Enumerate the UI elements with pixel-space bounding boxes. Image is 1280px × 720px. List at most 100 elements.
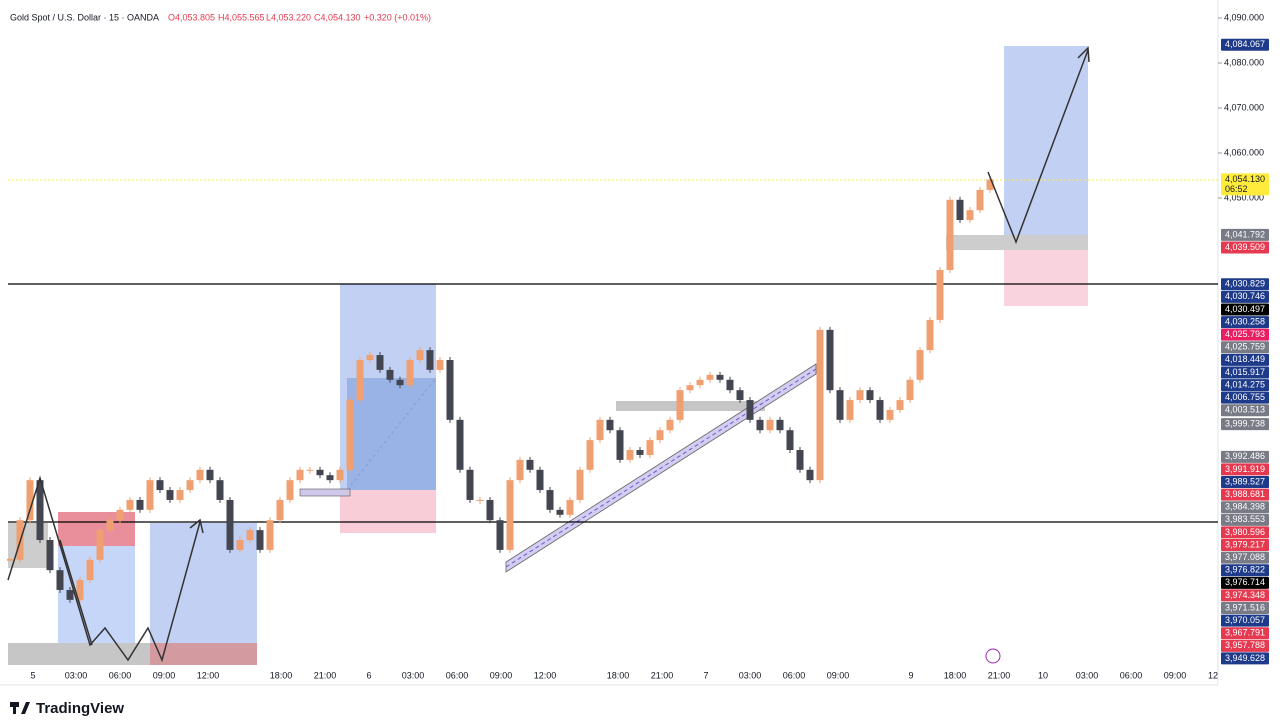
candle (546, 490, 554, 510)
price-tag-label: 4,039.509 (1225, 242, 1265, 252)
price-tag-label: 3,976.714 (1225, 577, 1265, 587)
x-tick-label: 12 (1208, 670, 1218, 680)
candle (126, 499, 134, 510)
candle (116, 509, 124, 521)
candle (716, 374, 724, 380)
candle (136, 499, 144, 510)
stop-zone (340, 490, 436, 533)
zigzag (59, 539, 93, 646)
candle (906, 379, 914, 401)
x-tick-label: 06:00 (109, 670, 132, 680)
candle (956, 199, 964, 221)
candle (326, 475, 334, 481)
candle (356, 360, 364, 401)
candle (186, 480, 194, 491)
candle (66, 589, 74, 600)
candle (266, 520, 274, 550)
candle (526, 459, 534, 470)
candle (436, 360, 444, 370)
arrow-head (1077, 46, 1090, 63)
candle (416, 350, 424, 360)
price-tag-label: 4,025.793 (1225, 329, 1265, 339)
candle (556, 509, 564, 515)
channel-mid (505, 368, 817, 568)
price-tag (1221, 551, 1269, 564)
price-tag-label: 4,030.829 (1225, 279, 1265, 289)
candle (96, 530, 104, 560)
ohlc-change: +0.320 (+0.01%) (364, 12, 431, 22)
countdown: 06:52 (1225, 184, 1248, 194)
candle (936, 270, 944, 320)
price-tag-label: 3,999.738 (1225, 419, 1265, 429)
candle (246, 530, 254, 540)
price-tag-label: 3,980.596 (1225, 527, 1265, 537)
candle (406, 360, 414, 386)
candle (606, 419, 614, 431)
price-tag (1221, 38, 1269, 51)
candle (76, 580, 84, 600)
price-tag-label: 3,977.088 (1225, 552, 1265, 562)
candle (856, 390, 864, 401)
candle (626, 450, 634, 460)
candle (36, 480, 44, 540)
price-tag (1221, 564, 1269, 577)
price-tag (1221, 379, 1269, 392)
candle (666, 419, 674, 431)
price-tag (1221, 290, 1269, 303)
x-tick-label: 10 (1038, 670, 1048, 680)
price-tag-label: 3,974.348 (1225, 590, 1265, 600)
price-tag-label: 3,991.919 (1225, 464, 1265, 474)
candle (946, 199, 954, 270)
candle (646, 440, 654, 455)
price-tag-label: 4,006.755 (1225, 392, 1265, 402)
symbol: Gold Spot / U.S. Dollar · 15 · OANDA (10, 12, 159, 22)
x-tick-label: 09:00 (153, 670, 176, 680)
candle (56, 570, 64, 590)
candle (366, 355, 374, 360)
price-tag-label: 4,003.513 (1225, 405, 1265, 415)
candle (976, 189, 984, 211)
zigzag (7, 475, 201, 663)
x-tick-label: 09:00 (827, 670, 850, 680)
x-tick-label: 12:00 (197, 670, 220, 680)
price-tag-label: 3,983.553 (1225, 514, 1265, 524)
candle (986, 179, 994, 190)
candle (566, 499, 574, 515)
ohlc-open: O4,053.805 (168, 12, 215, 22)
candle (376, 355, 384, 370)
price-tag (1221, 463, 1269, 476)
price-tag-label: 3,970.057 (1225, 615, 1265, 625)
x-tick-label: 06:00 (783, 670, 806, 680)
arrows (7, 46, 1090, 663)
price-tag (1221, 418, 1269, 431)
price-tag (1221, 450, 1269, 463)
event-icon[interactable] (985, 648, 1001, 664)
candle (156, 480, 164, 491)
candle (886, 409, 894, 420)
price-tag (1221, 501, 1269, 514)
candle (806, 469, 814, 481)
candle (296, 469, 304, 481)
price-tag (1221, 328, 1269, 341)
ohlc-close: C4,054.130 (314, 12, 361, 22)
supply-zone (616, 401, 765, 411)
price-tag-label: 4,030.258 (1225, 316, 1265, 326)
price-tag-label: 4,030.497 (1225, 304, 1265, 314)
price-tag (1221, 627, 1269, 640)
x-tick-label: 03:00 (65, 670, 88, 680)
x-tick-label: 21:00 (651, 670, 674, 680)
candle (756, 419, 764, 431)
x-tick-label: 7 (703, 670, 708, 680)
price-tag-label: 4,025.759 (1225, 342, 1265, 352)
price-tag (1221, 576, 1269, 589)
candle (706, 374, 714, 380)
price-tag (1221, 404, 1269, 417)
candle (446, 360, 454, 420)
price-tag (1221, 476, 1269, 489)
price-tag (1221, 173, 1269, 196)
candle (496, 520, 504, 550)
price-tag (1221, 652, 1269, 665)
price-tag-label: 3,967.791 (1225, 628, 1265, 638)
price-tag (1221, 526, 1269, 539)
candle (146, 480, 154, 510)
